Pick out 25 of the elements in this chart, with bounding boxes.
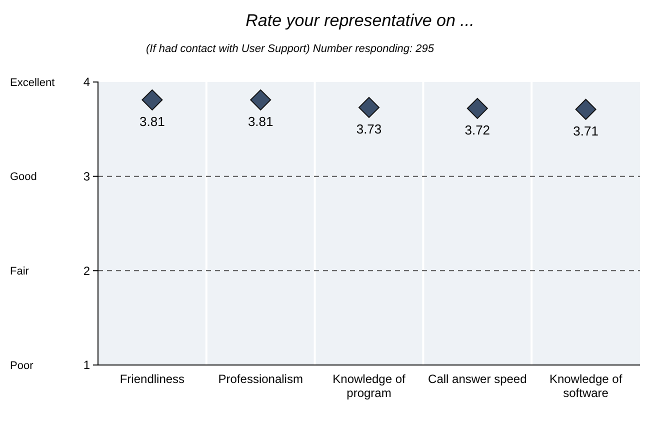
data-label: 3.71 xyxy=(573,123,598,138)
text: Poor xyxy=(10,360,34,372)
text: Good xyxy=(10,171,37,184)
point xyxy=(466,98,488,119)
data-label: 3.81 xyxy=(248,114,274,129)
chart-subtitle: (If had contact with User Support) Number responding: 295 xyxy=(146,43,435,55)
x-tick-label: Friendliness xyxy=(120,372,185,386)
y-tick-label: 1 xyxy=(83,358,90,372)
point xyxy=(250,89,272,110)
text: Excellent xyxy=(10,76,55,89)
y-tick-label: 4 xyxy=(83,75,90,90)
point xyxy=(142,89,163,110)
text: Fair xyxy=(10,266,30,278)
point xyxy=(358,96,380,118)
y-tick-label: 2 xyxy=(83,264,90,278)
data-label: 3.72 xyxy=(464,122,490,138)
chart-title: Rate your representative on ... xyxy=(246,11,474,30)
x-tick-label: Knowledge of software xyxy=(549,372,623,400)
x-tick-label: Knowledge of program xyxy=(332,372,406,400)
data-label: 3.73 xyxy=(356,121,382,136)
y-tick-label: 3 xyxy=(83,170,90,184)
point xyxy=(575,98,596,120)
data-label: 3.81 xyxy=(140,114,165,129)
x-tick-label: Call answer speed xyxy=(428,372,527,386)
x-tick-label: Professionalism xyxy=(218,372,303,386)
